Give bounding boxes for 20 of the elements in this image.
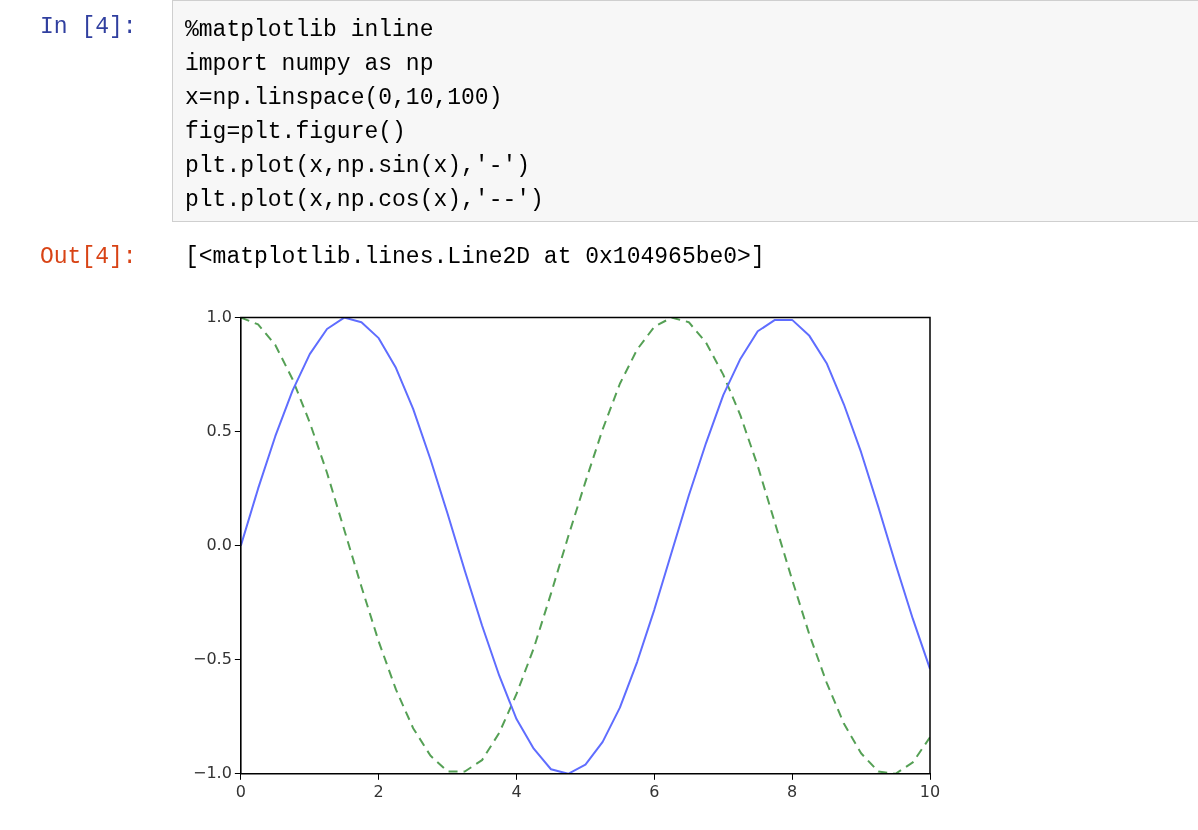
y-tick-label: 0.0 <box>206 534 232 554</box>
text: In [4]: <box>40 14 137 40</box>
y-tick-label: −0.5 <box>192 648 232 668</box>
text: Out[4]: <box>40 244 137 270</box>
text: fig=plt.figure() <box>185 118 407 147</box>
x-tick-label: 6 <box>649 781 660 801</box>
text: import numpy as np <box>185 50 435 79</box>
text: %matplotlib inline <box>185 16 435 45</box>
text: [<matplotlib.lines.Line2D at 0x104965be0>] <box>185 244 765 270</box>
x-tick-label: 4 <box>511 781 522 801</box>
x-tick-label: 10 <box>919 781 941 801</box>
x-tick-label: 8 <box>787 781 798 801</box>
text: x=np.linspace(0,10,100) <box>185 84 504 113</box>
y-tick-label: 1.0 <box>206 306 232 326</box>
x-tick-label: 0 <box>235 781 246 801</box>
text: plt.plot(x,np.cos(x),'--') <box>185 186 545 215</box>
y-tick-label: −1.0 <box>192 762 232 782</box>
text: plt.plot(x,np.sin(x),'-') <box>185 152 532 181</box>
y-tick-label: 0.5 <box>206 420 232 440</box>
x-tick-label: 2 <box>373 781 384 801</box>
